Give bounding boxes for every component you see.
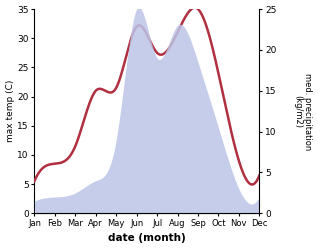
X-axis label: date (month): date (month) [108, 234, 186, 244]
Y-axis label: max temp (C): max temp (C) [5, 80, 15, 142]
Y-axis label: med. precipitation
(kg/m2): med. precipitation (kg/m2) [293, 72, 313, 150]
